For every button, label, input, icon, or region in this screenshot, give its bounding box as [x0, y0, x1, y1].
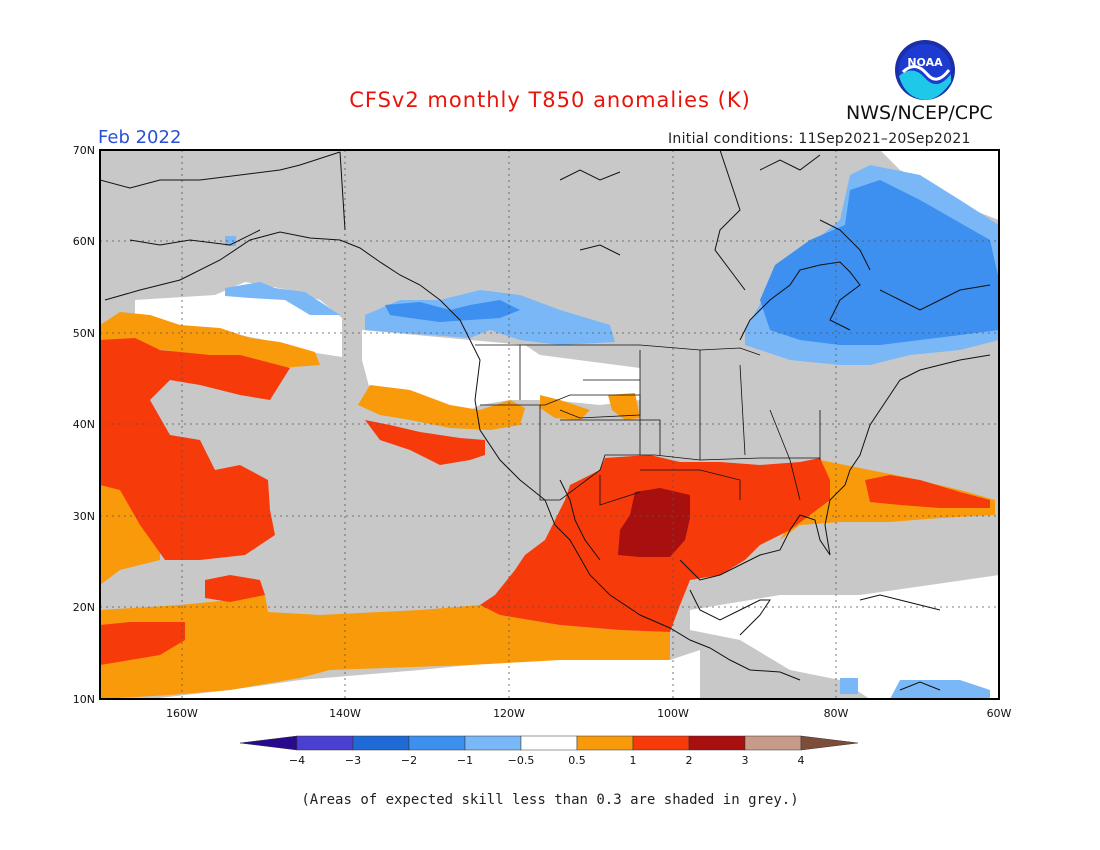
lon-tick-label: 100W [657, 707, 689, 720]
color-bar-arrow-high [800, 735, 859, 751]
lat-tick-label: 60N [73, 235, 95, 248]
lat-tick-label: 10N [73, 693, 95, 706]
lon-tick-label: 140W [329, 707, 361, 720]
color-bar-label: 4 [798, 754, 805, 767]
color-bar-label: 1 [630, 754, 637, 767]
color-bar-swatch [352, 735, 410, 751]
anomaly-region [540, 395, 590, 420]
color-bar-arrow-low [239, 735, 298, 751]
map-frame [99, 149, 1000, 700]
color-bar-label: −0.5 [508, 754, 535, 767]
anomaly-region [365, 420, 485, 465]
lat-tick-label: 50N [73, 327, 95, 340]
skill-footnote: (Areas of expected skill less than 0.3 a… [301, 792, 799, 808]
anomaly-region [840, 678, 858, 694]
lat-tick-label: 20N [73, 601, 95, 614]
anomaly-region [618, 488, 690, 557]
lat-tick-label: 40N [73, 418, 95, 431]
color-bar-swatch [464, 735, 522, 751]
lat-tick-label: 30N [73, 510, 95, 523]
map-title: CFSv2 monthly T850 anomalies (K) [349, 88, 751, 112]
anomaly-region [690, 575, 999, 699]
lon-tick-label: 80W [824, 707, 849, 720]
color-bar-label: 3 [742, 754, 749, 767]
lon-tick-label: 120W [493, 707, 525, 720]
anomaly-region [100, 622, 185, 665]
forecast-month-label: Feb 2022 [98, 127, 182, 148]
color-bar-label: −4 [289, 754, 305, 767]
color-bar-swatch [688, 735, 746, 751]
logo-text: NOAA [907, 56, 943, 69]
anomaly-region [150, 650, 700, 699]
initial-conditions-label: Initial conditions: 11Sep2021–20Sep2021 [668, 131, 971, 147]
anomaly-region [760, 180, 999, 345]
anomaly-region [100, 312, 320, 368]
lat-tick-label: 70N [73, 144, 95, 157]
anomaly-region [205, 575, 265, 602]
color-bar-label: −2 [401, 754, 417, 767]
lon-tick-label: 60W [987, 707, 1012, 720]
anomaly-region [100, 338, 290, 560]
color-bar-label: 2 [686, 754, 693, 767]
anomaly-region [865, 475, 990, 508]
org-label: NWS/NCEP/CPC [846, 102, 993, 124]
anomaly-region [880, 150, 999, 220]
noaa-logo: NOAA [895, 40, 955, 100]
color-bar-swatch [576, 735, 634, 751]
anomaly-region [225, 282, 340, 315]
political-borders [475, 344, 821, 506]
anomaly-region [100, 595, 670, 699]
color-bar-swatch [408, 735, 466, 751]
color-bar-legend: −4 −3 −2 −1 −0.5 0.5 1 2 3 4 [239, 735, 859, 767]
anomaly-region [358, 385, 525, 430]
anomaly-region [362, 330, 640, 410]
coastlines [100, 150, 991, 691]
anomaly-region [608, 393, 640, 420]
color-bar-swatch [632, 735, 690, 751]
color-bar-swatch [744, 735, 802, 751]
color-bar-swatch [520, 735, 578, 751]
color-bar-swatch [296, 735, 354, 751]
color-bar-label: −3 [345, 754, 361, 767]
color-bar-label: −1 [457, 754, 473, 767]
anomaly-region [385, 300, 520, 322]
lon-tick-label: 160W [166, 707, 198, 720]
color-bar-label: 0.5 [568, 754, 586, 767]
